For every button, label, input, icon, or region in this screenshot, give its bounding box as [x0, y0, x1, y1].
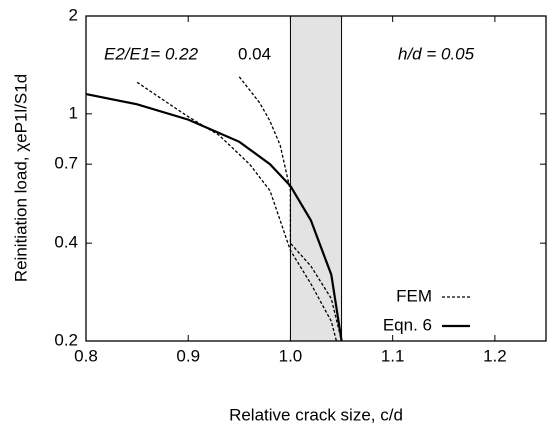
legend-label: FEM [396, 286, 432, 305]
annotation: h/d = 0.05 [398, 44, 475, 63]
x-tick-label: 0.8 [74, 346, 98, 365]
plot-frame [85, 15, 547, 342]
data-line [85, 93, 343, 342]
data-line [238, 76, 343, 342]
data-line [136, 81, 338, 342]
y-tick-label: 0.7 [54, 154, 78, 173]
x-tick-label: 0.9 [176, 346, 200, 365]
annotation: E2/E1= 0.22 [104, 44, 199, 63]
y-tick-label: 1 [69, 103, 78, 122]
x-axis-label: Relative crack size, c/d [229, 405, 403, 424]
y-axis-label: Reinitiation load, χeP1l/S1d [11, 74, 30, 282]
y-tick-label: 2 [69, 5, 78, 24]
y-tick-label: 0.4 [54, 233, 78, 252]
legend-label: Eqn. 6 [383, 315, 432, 334]
x-tick-label: 1.1 [381, 346, 405, 365]
x-tick-label: 1.0 [279, 346, 303, 365]
x-tick-label: 1.2 [483, 346, 507, 365]
y-tick-label: 0.2 [54, 330, 78, 349]
annotation: 0.04 [238, 44, 271, 63]
